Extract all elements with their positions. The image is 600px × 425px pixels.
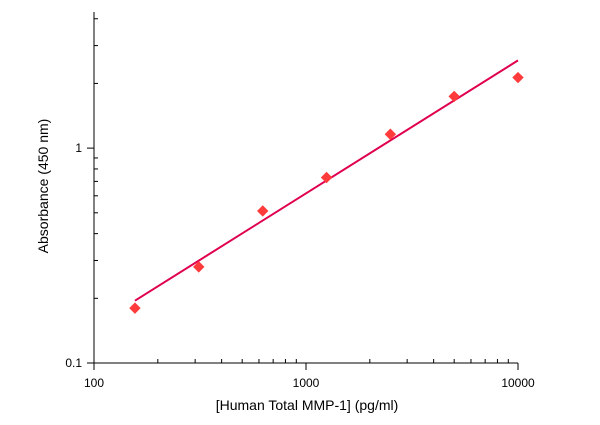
data-point	[129, 302, 141, 314]
y-tick-label: 1	[75, 141, 82, 155]
data-points	[129, 71, 524, 314]
data-point	[320, 171, 333, 184]
x-tick-label: 1000	[293, 376, 320, 390]
tick-labels: 100 1000 10000 0.1 1	[65, 141, 535, 390]
axes	[87, 12, 519, 370]
data-point	[448, 90, 460, 103]
y-axis-title: Absorbance (450 nm)	[35, 119, 51, 254]
data-point	[193, 261, 205, 273]
x-tick-label: 100	[84, 376, 104, 390]
x-axis-title: [Human Total MMP-1] (pg/ml)	[216, 397, 399, 413]
data-point	[512, 71, 524, 84]
x-tick-label: 10000	[501, 376, 535, 390]
y-tick-label: 0.1	[65, 356, 82, 370]
data-point	[257, 205, 269, 217]
data-point	[384, 128, 397, 140]
